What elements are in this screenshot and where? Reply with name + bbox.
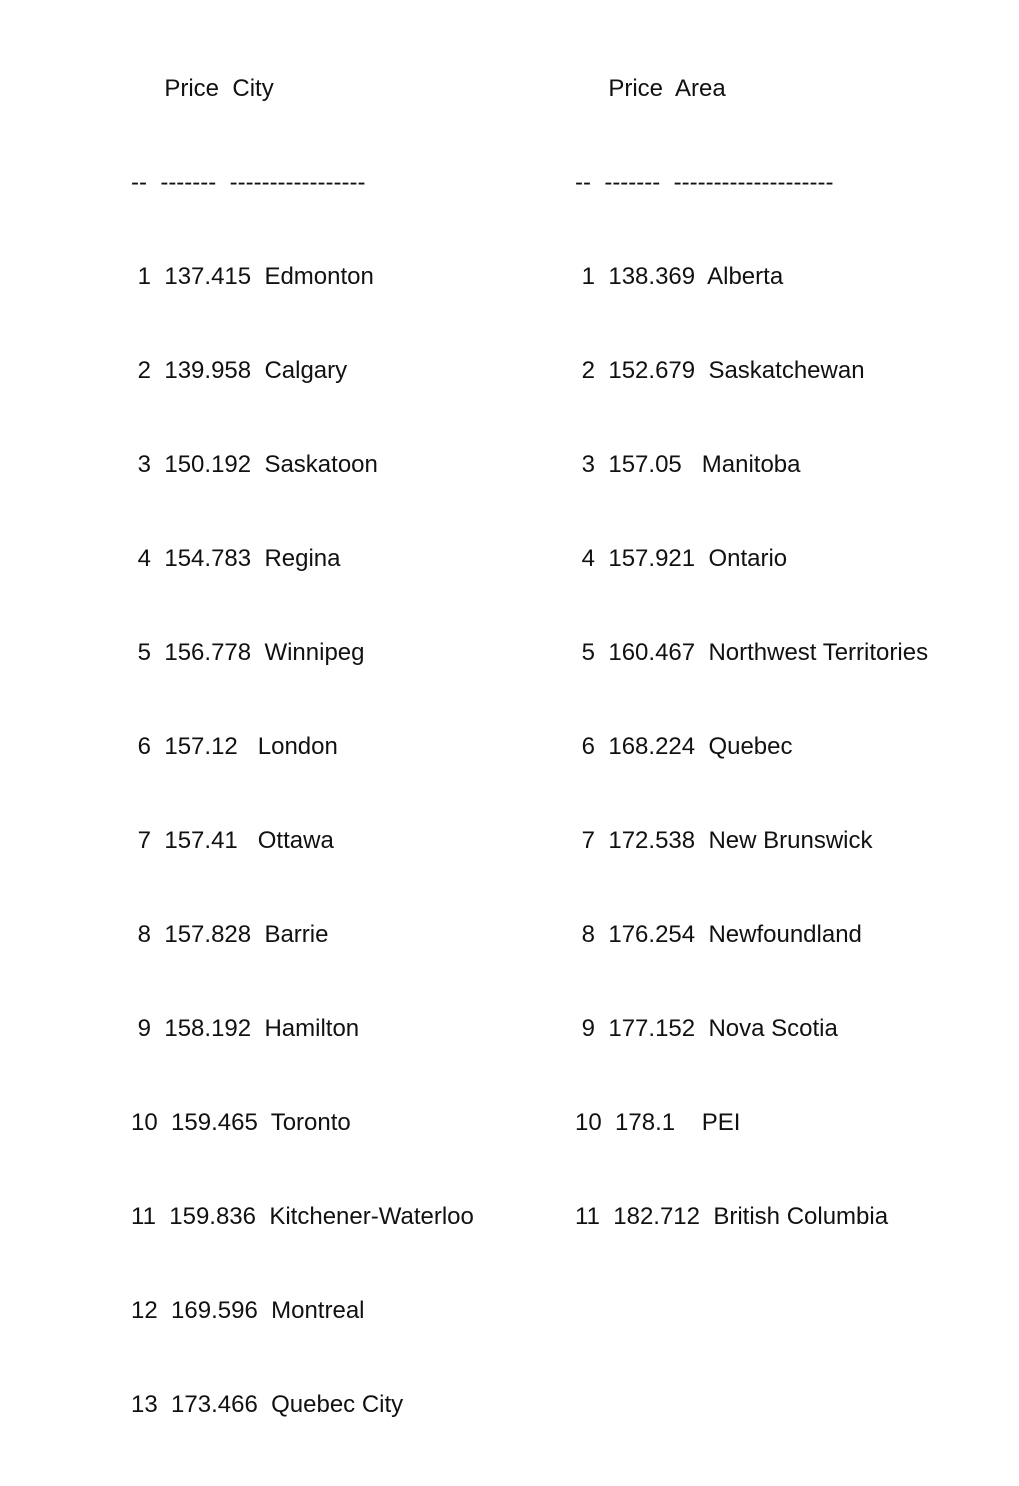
table-row: 2 139.958 Calgary — [131, 357, 348, 384]
table-row: 10 159.465 Toronto — [131, 1109, 351, 1136]
table-row: 8 176.254 Newfoundland — [575, 921, 862, 948]
table-row: 9 158.192 Hamilton — [131, 1015, 360, 1042]
table-row: 4 154.783 Regina — [131, 545, 341, 572]
table-row: 1 137.415 Edmonton — [131, 263, 374, 290]
table-row: 9 177.152 Nova Scotia — [575, 1015, 838, 1042]
table-row: 1 138.369 Alberta — [575, 263, 784, 290]
table-row: 4 157.921 Ontario — [575, 545, 788, 572]
table-row: 14 176.1 Halifax — [131, 1480, 474, 1486]
table-row: 7 157.41 Ottawa — [131, 827, 334, 854]
table-row: 10 178.1 PEI — [575, 1109, 741, 1136]
table-row: 8 157.828 Barrie — [131, 921, 329, 948]
table-row: 3 157.05 Manitoba — [575, 451, 801, 478]
table-row: 6 168.224 Quebec — [575, 733, 793, 760]
city-table-separator: -- ------- ----------------- — [131, 169, 366, 196]
table-row: 11 182.712 British Columbia — [575, 1203, 889, 1230]
table-row: 13 173.466 Quebec City — [131, 1391, 404, 1418]
table-row: 7 172.538 New Brunswick — [575, 827, 873, 854]
area-table-separator: -- ------- -------------------- — [575, 169, 834, 196]
table-row: 3 150.192 Saskatoon — [131, 451, 378, 478]
table-row: 5 160.467 Northwest Territories — [575, 639, 929, 666]
table-row: 6 157.12 London — [131, 733, 338, 760]
city-price-table: Price City -- ------- ----------------- … — [131, 14, 474, 1486]
table-row: 5 156.778 Winnipeg — [131, 639, 365, 666]
table-row: 2 152.679 Saskatchewan — [575, 357, 865, 384]
city-table-header: Price City — [131, 75, 274, 102]
table-row: 11 159.836 Kitchener-Waterloo — [131, 1203, 474, 1230]
area-price-table: Price Area -- ------- ------------------… — [575, 14, 928, 1264]
area-table-header: Price Area — [575, 75, 726, 102]
table-row: 12 169.596 Montreal — [131, 1297, 365, 1324]
